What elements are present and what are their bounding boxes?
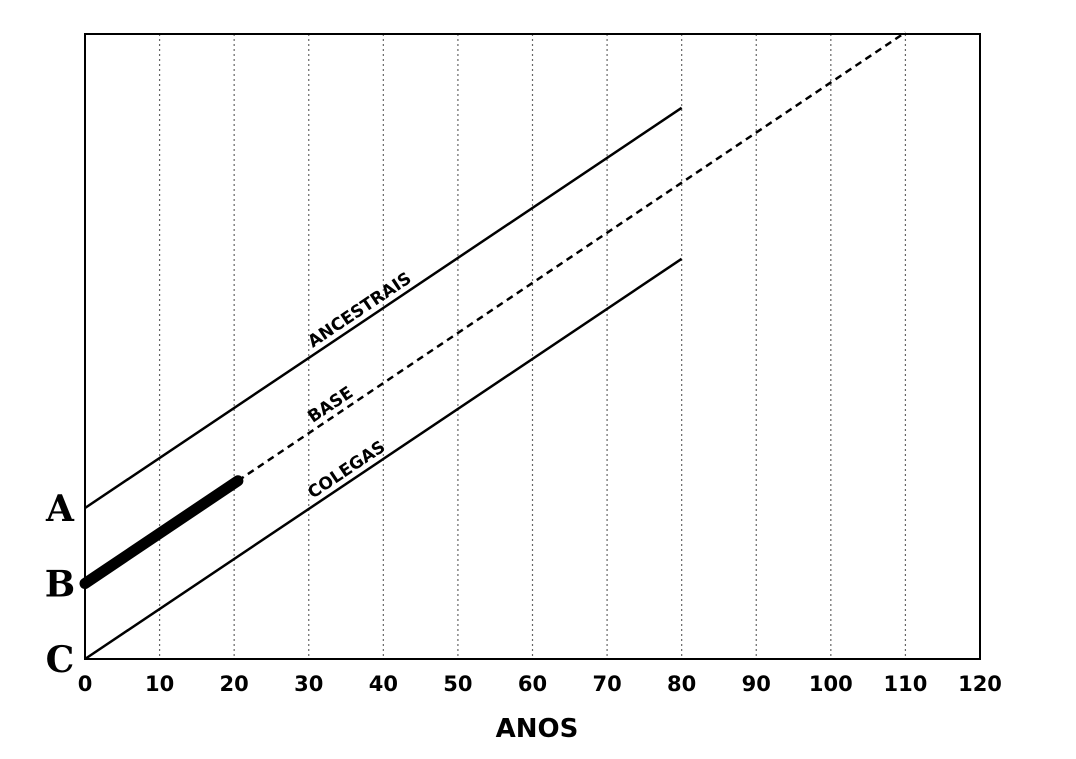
grid-lines [158,34,907,659]
x-tick-label-70: 70 [592,672,621,696]
x-tick-label-110: 110 [883,672,927,696]
x-tick-label-80: 80 [667,672,696,696]
series-line-colegas [84,257,683,661]
x-tick-label-90: 90 [742,672,771,696]
series-line-ancestrais [84,106,683,510]
x-tick-label-30: 30 [294,672,323,696]
x-tick-label-50: 50 [443,672,472,696]
plot-area-border [84,33,981,660]
series-line-base [237,31,907,482]
y-marker-b: B [45,564,75,606]
x-tick-label-100: 100 [809,672,853,696]
y-marker-a: A [45,488,75,530]
x-tick-label-60: 60 [518,672,547,696]
x-tick-label-10: 10 [145,672,174,696]
series-label-colegas: COLEGAS [304,437,389,503]
y-marker-c: C [46,639,75,681]
x-tick-labels: 0 10 20 30 40 50 60 70 80 90 100 110 120 [78,672,1002,696]
series-label-ancestrais: ANCESTRAIS [304,269,415,353]
x-axis-title: ANOS [496,714,579,744]
x-tick-label-40: 40 [369,672,398,696]
x-tick-label-120: 120 [958,672,1002,696]
series-line-base-bold [79,475,244,589]
x-tick-label-0: 0 [78,672,93,696]
x-tick-label-20: 20 [220,672,249,696]
y-marker-labels: ABC [45,488,75,681]
